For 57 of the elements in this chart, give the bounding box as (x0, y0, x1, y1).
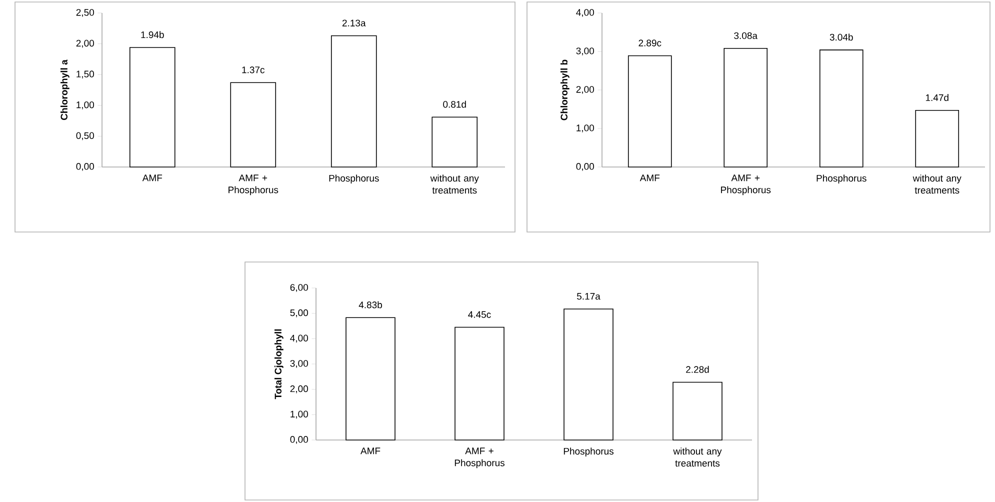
x-tick-label: without any treatments (912, 174, 962, 194)
x-tick-label: Phosphorus (329, 174, 379, 184)
x-tick-label: Phosphorus (816, 174, 866, 184)
x-tick-label: AMF + Phosphorus (454, 448, 505, 468)
x-tick-label: AMF (360, 448, 380, 454)
y-axis-title: Chlorophyll b (560, 60, 570, 120)
y-tick-label: 2,00 (576, 86, 594, 94)
y-tick-label: 0,50 (76, 132, 94, 140)
x-tick-label: AMF (142, 174, 162, 182)
data-label: 2.89c (638, 40, 662, 46)
bar (819, 50, 864, 168)
x-tick-label: Phosphorus (564, 448, 614, 456)
y-tick-label: 6,00 (290, 284, 308, 292)
data-label: 3.04b (830, 34, 853, 41)
bar (129, 47, 176, 168)
x-tick-label: AMF + Phosphorus (228, 174, 278, 196)
data-label: 4.45c (468, 311, 491, 318)
bar (454, 326, 504, 440)
bar (330, 35, 377, 168)
y-tick-label: 5,00 (290, 309, 308, 318)
data-label: 2.13a (342, 20, 366, 26)
y-tick-label: 4,00 (290, 334, 308, 343)
bar (564, 308, 614, 440)
x-tick-label: AMF + Phosphorus (721, 174, 771, 196)
y-tick-label: 1,50 (76, 70, 94, 79)
data-label: 1.94b (141, 31, 164, 38)
bar (230, 82, 276, 168)
y-tick-label: 1,00 (290, 410, 308, 419)
data-label: 1.47d (926, 94, 948, 102)
y-tick-label: 2,00 (290, 385, 308, 394)
bar (724, 48, 768, 168)
y-tick-label: 4,00 (576, 9, 594, 17)
data-label: 3.08a (734, 32, 758, 40)
y-axis-title: Total Cjolophyll (274, 329, 284, 400)
x-tick-label: without any treatments (430, 174, 479, 194)
bar (672, 382, 722, 440)
y-axis-title: Chlorophyll a (60, 60, 70, 120)
bar (628, 55, 672, 168)
y-tick-label: 0,00 (76, 163, 94, 171)
x-tick-label: without any treatments (673, 448, 722, 467)
data-label: 0.81d (443, 100, 466, 108)
data-label: 1.37c (242, 66, 264, 74)
data-label: 2.28d (686, 366, 709, 373)
y-tick-label: 2,50 (76, 9, 94, 17)
y-tick-label: 0,00 (576, 163, 594, 171)
data-label: 5.17a (576, 293, 600, 300)
y-tick-label: 3,00 (576, 48, 594, 56)
bar (346, 317, 396, 440)
y-tick-label: 2,00 (76, 40, 94, 48)
bar (432, 116, 478, 168)
y-tick-label: 1,00 (576, 124, 594, 132)
bar (915, 110, 960, 168)
x-tick-label: AMF (640, 174, 660, 182)
y-tick-label: 0,00 (290, 436, 308, 444)
data-label: 4.83b (358, 301, 382, 308)
y-tick-label: 3,00 (290, 360, 308, 368)
y-tick-label: 1,00 (76, 101, 94, 110)
